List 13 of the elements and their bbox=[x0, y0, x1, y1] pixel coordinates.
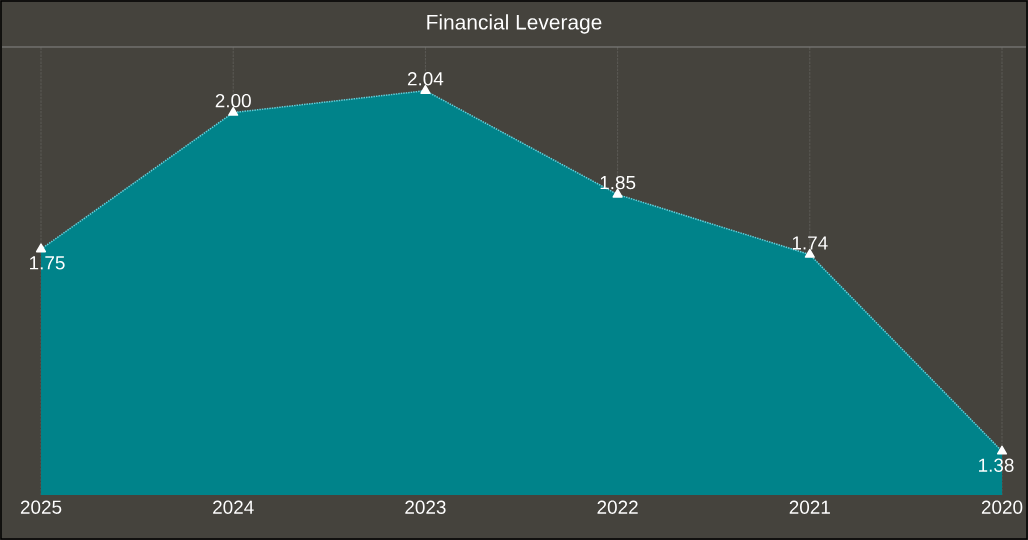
data-label: 1.75 bbox=[30, 256, 65, 270]
x-tick-label: 2024 bbox=[213, 500, 254, 514]
x-tick-label: 2022 bbox=[597, 500, 638, 514]
data-label: 2.00 bbox=[215, 93, 251, 108]
data-label: 1.85 bbox=[600, 175, 636, 190]
data-label: 1.74 bbox=[792, 236, 828, 250]
data-label: 1.38 bbox=[979, 458, 1014, 472]
x-tick-label: 2025 bbox=[20, 500, 62, 514]
x-tick-label: 2021 bbox=[789, 500, 830, 514]
x-tick-label: 2020 bbox=[981, 500, 1023, 514]
chart-title: Financial Leverage bbox=[427, 14, 602, 34]
data-label: 2.04 bbox=[407, 72, 444, 86]
x-tick-label: 2023 bbox=[405, 500, 446, 514]
